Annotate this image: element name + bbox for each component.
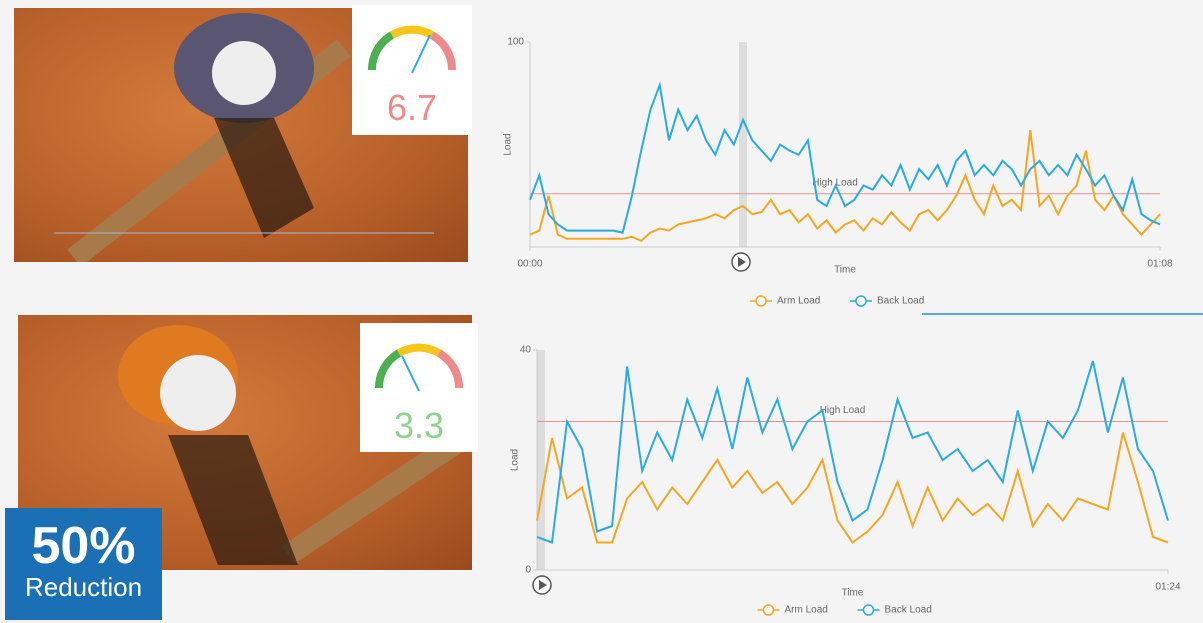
legend-label: Back Load: [877, 296, 924, 307]
threshold-label: High Load: [820, 405, 866, 416]
gauge-value: 6.7: [352, 87, 472, 129]
y-axis-label: Load: [503, 133, 514, 155]
y-tick-label: 40: [520, 345, 532, 356]
y-tick-label: 100: [507, 37, 524, 48]
legend-marker: [756, 296, 766, 306]
gauge: 6.7: [352, 5, 472, 135]
badge-value: 50%: [5, 520, 162, 572]
page: 6.7 3.3 50% Reduction 100 00:00 01:08 Load T…: [0, 0, 1203, 623]
badge-label: Reduction: [5, 572, 162, 602]
legend-label: Back Load: [885, 605, 932, 616]
y-axis-label: Load: [510, 449, 521, 471]
gauge-dial: [352, 5, 472, 85]
x-tick-label: 01:24: [1155, 582, 1180, 593]
legend-marker: [856, 296, 866, 306]
y-tick-label: 0: [525, 565, 531, 576]
legend-marker: [764, 605, 774, 615]
x-tick-label: 01:08: [1147, 259, 1172, 270]
legend-marker: [864, 605, 874, 615]
series-line: [537, 361, 1168, 543]
x-axis-label: Time: [834, 265, 856, 276]
gauge-dial: [360, 323, 478, 403]
series-line: [530, 85, 1160, 233]
x-tick-label: 00:00: [517, 259, 542, 270]
gauge: 3.3: [360, 323, 478, 452]
legend-label: Arm Load: [777, 296, 820, 307]
charts: 100 00:00 01:08 Load Time High Load Arm Load Ba…: [480, 0, 1203, 623]
playhead-band: [739, 42, 747, 247]
series-line: [537, 433, 1168, 543]
reduction-badge: 50% Reduction: [5, 508, 162, 620]
legend-label: Arm Load: [785, 605, 828, 616]
gauge-value: 3.3: [360, 405, 478, 447]
x-axis-label: Time: [842, 588, 864, 599]
